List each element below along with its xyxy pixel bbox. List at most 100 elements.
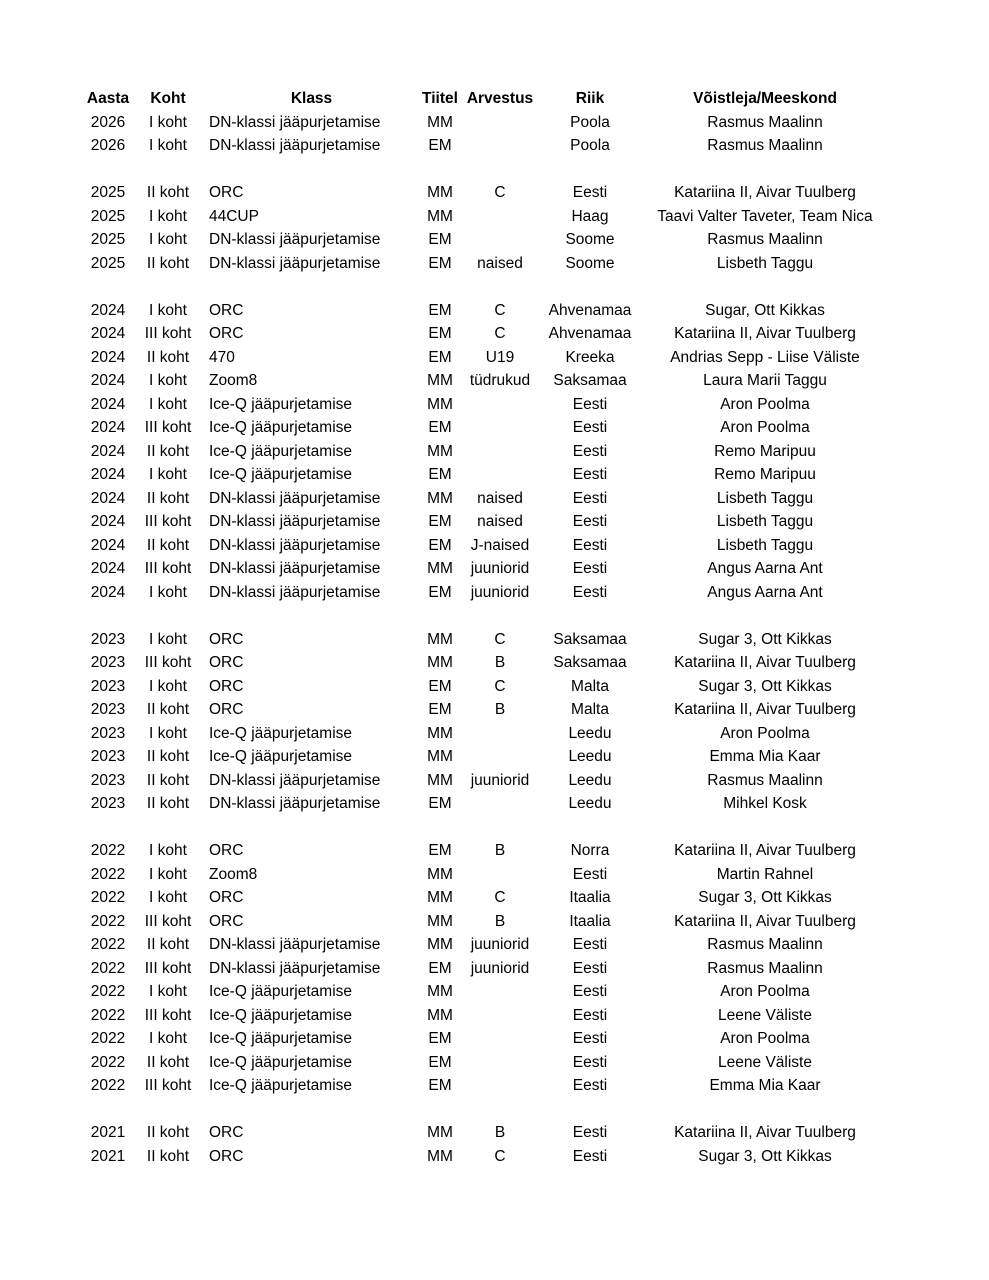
cell-category: naised <box>477 513 523 530</box>
cell-competitor: Andrias Sepp - Liise Väliste <box>670 348 860 366</box>
cell-year: 2024 <box>90 536 126 554</box>
cell-title: MM <box>427 748 453 765</box>
cell-place: I koht <box>149 677 187 695</box>
group-spacer <box>85 816 888 840</box>
table-row: 2024 III koht ORC EM C Ahvenamaa Katariina II,… <box>85 322 888 346</box>
cell-country: Kreeka <box>565 348 615 366</box>
cell-competitor: Aron Poolma <box>720 983 810 1000</box>
cell-class: Ice-Q jääpurjetamise <box>209 442 353 460</box>
table-row: 2022 III koht Ice-Q jääpurjetamise EM Eesti E… <box>85 1074 888 1098</box>
cell-year: 2022 <box>90 865 126 883</box>
cell-year: 2022 <box>90 959 126 977</box>
cell-competitor: Rasmus Maalinn <box>707 231 823 248</box>
cell-class: DN-klassi jääpurjetamise <box>209 795 381 812</box>
cell-class: DN-klassi jääpurjetamise <box>209 959 381 977</box>
table-row: 2022 I koht ORC EM B Norra Katariina II, Aivar… <box>85 839 888 863</box>
table-row: 2022 III koht Ice-Q jääpurjetamise MM Eesti L… <box>85 1004 888 1028</box>
cell-place: I koht <box>149 372 187 389</box>
cell-country: Leedu <box>568 748 612 765</box>
cell-country: Soome <box>565 231 615 248</box>
table-row: 2022 I koht Ice-Q jääpurjetamise EM Eesti Aro… <box>85 1027 888 1051</box>
cell-country: Eesti <box>572 936 608 953</box>
cell-category: B <box>494 842 506 859</box>
table-row: 2023 I koht ORC MM C Saksamaa Sugar 3, Ott Kik… <box>85 628 888 652</box>
cell-class: Ice-Q jääpurjetamise <box>209 724 353 742</box>
cell-year: 2023 <box>90 654 126 671</box>
cell-country: Itaalia <box>569 889 611 906</box>
cell-place: II koht <box>146 442 190 460</box>
cell-category: C <box>494 325 506 342</box>
table-row: 2021 II koht ORC MM B Eesti Katariina II, Aiva… <box>85 1121 888 1145</box>
cell-place: I koht <box>149 842 187 859</box>
cell-title: EM <box>428 1077 452 1094</box>
cell-country: Eesti <box>572 983 608 1000</box>
cell-place: I koht <box>149 395 187 413</box>
cell-competitor: Rasmus Maalinn <box>707 771 823 789</box>
cell-class: Ice-Q jääpurjetamise <box>209 419 353 436</box>
cell-competitor: Aron Poolma <box>720 419 810 436</box>
cell-category <box>462 980 538 1004</box>
cell-competitor: Lisbeth Taggu <box>716 489 814 507</box>
table-row: 2024 I koht Ice-Q jääpurjetamise MM Eesti Aro… <box>85 393 888 417</box>
cell-place: I koht <box>149 724 187 742</box>
cell-year: 2023 <box>90 630 126 648</box>
cell-title: MM <box>427 1124 453 1141</box>
cell-country: Leedu <box>568 771 612 789</box>
cell-competitor: Lisbeth Taggu <box>716 536 814 554</box>
cell-place: I koht <box>149 583 187 601</box>
cell-place: III koht <box>144 959 192 977</box>
cell-year: 2021 <box>90 1147 126 1165</box>
cell-country: Ahvenamaa <box>548 301 632 319</box>
cell-country: Saksamaa <box>553 630 627 648</box>
cell-class: ORC <box>209 630 244 648</box>
cell-year: 2023 <box>90 724 126 742</box>
cell-year: 2023 <box>90 701 126 718</box>
cell-country: Norra <box>570 842 610 859</box>
table-row: 2023 II koht Ice-Q jääpurjetamise MM Leedu Em… <box>85 745 888 769</box>
table-row: 2024 I koht ORC EM C Ahvenamaa Sugar, Ott Kikk… <box>85 299 888 323</box>
cell-category: juuniorid <box>470 959 530 977</box>
cell-year: 2025 <box>90 254 126 272</box>
cell-country: Eesti <box>572 442 608 460</box>
cell-year: 2024 <box>90 325 126 342</box>
cell-country: Saksamaa <box>553 654 627 671</box>
header-country: Riik <box>575 90 605 107</box>
cell-competitor: Aron Poolma <box>720 395 810 413</box>
cell-class: DN-klassi jääpurjetamise <box>209 771 381 789</box>
cell-title: MM <box>427 912 453 930</box>
cell-place: III koht <box>144 1006 192 1024</box>
cell-place: II koht <box>146 184 190 201</box>
cell-class: DN-klassi jääpurjetamise <box>209 254 381 272</box>
cell-category: C <box>494 677 506 695</box>
cell-category <box>462 228 538 252</box>
cell-competitor: Leene Väliste <box>718 1053 812 1071</box>
cell-class: Zoom8 <box>209 372 258 389</box>
cell-category <box>462 1004 538 1028</box>
cell-class: DN-klassi jääpurjetamise <box>209 560 381 577</box>
cell-country: Eesti <box>572 395 608 413</box>
cell-class: ORC <box>209 842 244 859</box>
cell-year: 2022 <box>90 1077 126 1094</box>
cell-title: EM <box>428 677 452 695</box>
cell-year: 2022 <box>90 912 126 930</box>
cell-category: B <box>494 1124 506 1141</box>
cell-country: Eesti <box>572 513 608 530</box>
cell-country: Soome <box>565 254 615 272</box>
cell-category: juuniorid <box>470 936 530 953</box>
cell-category <box>462 463 538 487</box>
cell-place: III koht <box>144 325 192 342</box>
cell-place: II koht <box>146 536 190 554</box>
cell-category: juuniorid <box>470 560 530 577</box>
cell-competitor: Taavi Valter Taveter, Team Nica <box>657 207 873 225</box>
cell-place: I koht <box>149 137 187 154</box>
cell-class: Ice-Q jääpurjetamise <box>209 983 353 1000</box>
cell-class: ORC <box>209 1147 244 1165</box>
cell-place: III koht <box>144 1077 192 1094</box>
cell-class: Ice-Q jääpurjetamise <box>209 395 353 413</box>
cell-year: 2024 <box>90 560 126 577</box>
header-competitor: Võistleja/Meeskond <box>693 90 837 107</box>
results-table: Aasta Koht Klass Tiitel Arvestus Riik Võistlej… <box>85 87 888 1168</box>
cell-class: ORC <box>209 701 244 718</box>
cell-country: Eesti <box>572 560 608 577</box>
cell-title: MM <box>427 442 453 460</box>
